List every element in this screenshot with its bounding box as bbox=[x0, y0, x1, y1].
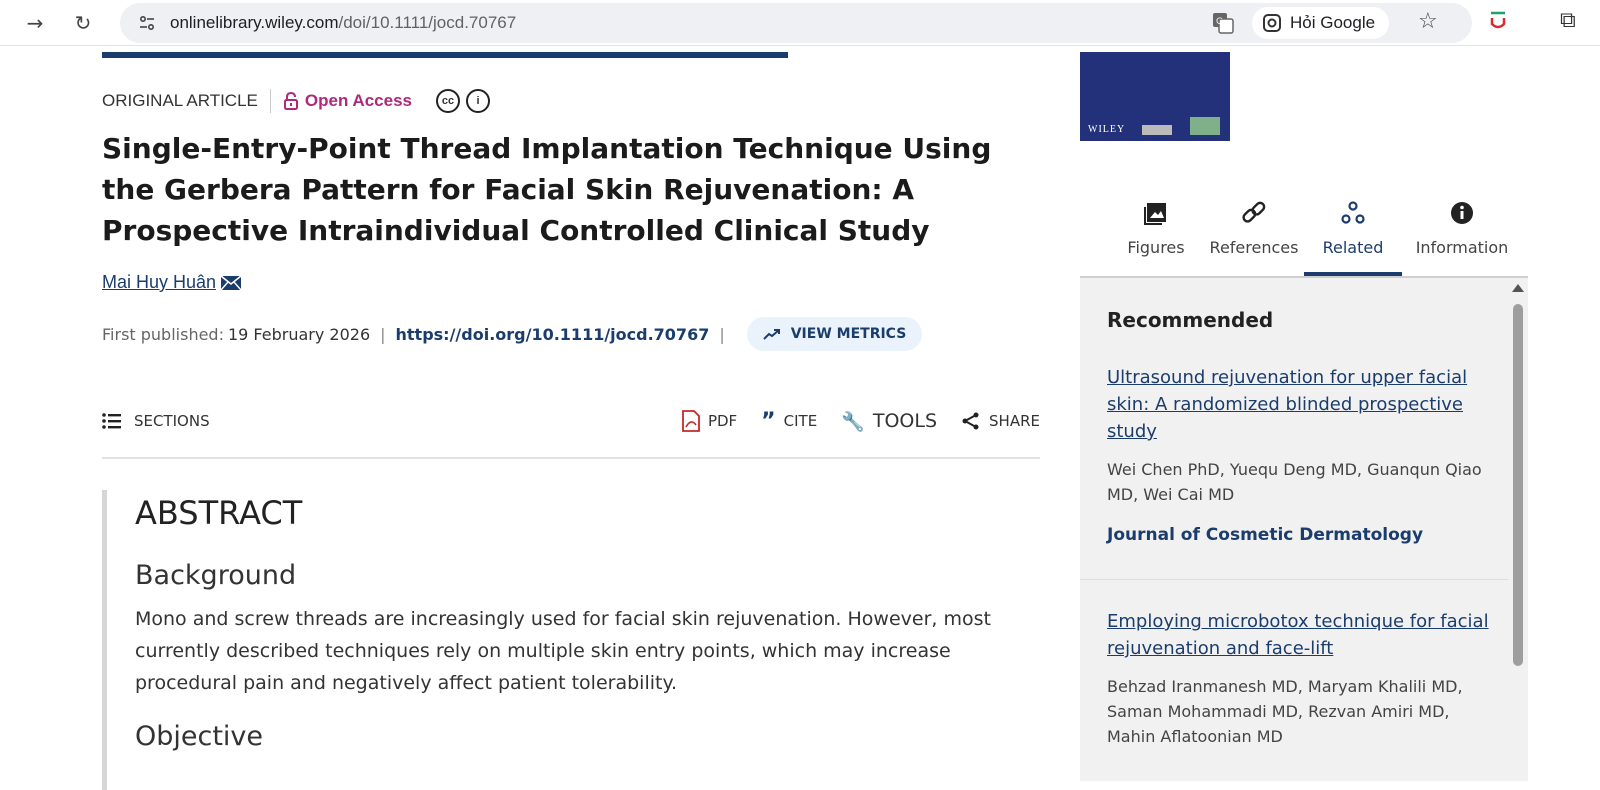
abstract-heading: ABSTRACT bbox=[135, 494, 303, 532]
open-access-badge: Open Access bbox=[283, 91, 412, 111]
extension-icon[interactable] bbox=[1485, 8, 1511, 34]
trending-up-icon bbox=[763, 329, 780, 340]
cover-decoration bbox=[1142, 125, 1172, 135]
url-text[interactable]: onlinelibrary.wiley.com/doi/10.1111/jocd… bbox=[170, 13, 517, 32]
link-icon bbox=[1242, 201, 1266, 223]
author-name[interactable]: Mai Huy Huân bbox=[102, 272, 217, 292]
objective-heading: Objective bbox=[135, 721, 264, 752]
author-link[interactable]: Mai Huy Huân bbox=[102, 272, 242, 293]
recommended-item-journal[interactable]: Journal of Cosmetic Dermatology bbox=[1107, 525, 1424, 545]
list-icon bbox=[102, 413, 121, 429]
view-metrics-label: VIEW METRICS bbox=[790, 326, 907, 342]
tab-references-label: References bbox=[1209, 238, 1299, 257]
open-access-label: Open Access bbox=[304, 91, 412, 110]
sections-label: SECTIONS bbox=[134, 412, 210, 430]
unlock-icon bbox=[283, 92, 298, 110]
reload-icon[interactable]: ↻ bbox=[74, 11, 92, 35]
separator: | bbox=[719, 324, 725, 344]
info-icon bbox=[1451, 202, 1473, 224]
tools-label: TOOLS bbox=[872, 410, 938, 432]
journal-cover-image[interactable]: WILEY bbox=[1080, 52, 1230, 141]
first-published-label: First published: bbox=[102, 324, 224, 344]
publication-info: First published: 19 February 2026 | http… bbox=[102, 317, 923, 351]
recommended-item-title[interactable]: Employing microbotox technique for facia… bbox=[1107, 611, 1489, 659]
extensions-puzzle-icon[interactable]: ⧉ bbox=[1560, 8, 1576, 33]
recommended-heading: Recommended bbox=[1107, 308, 1274, 332]
pdf-label: PDF bbox=[707, 412, 738, 430]
ask-google-button[interactable]: Hỏi Google bbox=[1252, 7, 1390, 39]
recommended-item-authors: Wei Chen PhD, Yuequ Deng MD, Guanqun Qia… bbox=[1107, 460, 1482, 504]
recommended-item: Ultrasound rejuvenation for upper facial… bbox=[1107, 364, 1492, 545]
share-icon bbox=[962, 412, 979, 430]
email-icon[interactable] bbox=[220, 274, 242, 291]
scroll-thumb[interactable] bbox=[1513, 304, 1523, 666]
article-meta-row: ORIGINAL ARTICLE Open Access cc i bbox=[102, 89, 490, 113]
recommended-item: Employing microbotox technique for facia… bbox=[1107, 608, 1492, 749]
separator: | bbox=[380, 324, 386, 344]
image-icon bbox=[1144, 203, 1166, 225]
tab-information-label: Information bbox=[1415, 238, 1509, 257]
publisher-logo: WILEY bbox=[1088, 124, 1126, 135]
recommended-divider bbox=[1080, 579, 1508, 580]
address-bar[interactable]: onlinelibrary.wiley.com/doi/10.1111/jocd… bbox=[120, 3, 1472, 43]
cite-label: CITE bbox=[783, 412, 818, 430]
attribution-icon[interactable]: i bbox=[465, 89, 490, 113]
sidebar-tabs: Figures References Related Information bbox=[1080, 196, 1528, 278]
tab-figures-label: Figures bbox=[1127, 238, 1185, 257]
svg-text:G: G bbox=[1216, 17, 1223, 27]
tab-information[interactable]: Information bbox=[1402, 196, 1522, 276]
journal-banner bbox=[102, 52, 788, 58]
translate-icon[interactable]: G bbox=[1212, 12, 1234, 34]
article-tools: PDF ” CITE 🔧 TOOLS SHARE bbox=[682, 409, 1040, 434]
bookmark-star-icon[interactable]: ☆ bbox=[1418, 9, 1438, 34]
related-icon bbox=[1341, 201, 1365, 224]
background-heading: Background bbox=[135, 560, 297, 591]
pdf-button[interactable]: PDF bbox=[682, 410, 737, 432]
recommended-panel bbox=[1080, 278, 1528, 781]
recommended-item-authors: Behzad Iranmanesh MD, Maryam Khalili MD,… bbox=[1107, 677, 1463, 746]
site-info-icon[interactable] bbox=[134, 10, 160, 36]
view-metrics-button[interactable]: VIEW METRICS bbox=[746, 317, 923, 351]
first-published-date: 19 February 2026 bbox=[227, 324, 371, 344]
ask-google-label: Hỏi Google bbox=[1290, 13, 1376, 32]
tools-button[interactable]: 🔧 TOOLS bbox=[841, 410, 937, 433]
quote-icon: ” bbox=[761, 408, 776, 434]
tab-related[interactable]: Related bbox=[1304, 196, 1402, 276]
panel-scrollbar[interactable] bbox=[1508, 280, 1528, 781]
doi-link[interactable]: https://doi.org/10.1111/jocd.70767 bbox=[395, 324, 710, 344]
section-divider bbox=[102, 457, 1040, 459]
browser-toolbar: → ↻ onlinelibrary.wiley.com/doi/10.1111/… bbox=[0, 0, 1600, 46]
wrench-icon: 🔧 bbox=[841, 410, 865, 433]
lens-icon bbox=[1263, 14, 1281, 32]
forward-icon[interactable]: → bbox=[26, 11, 44, 35]
license-icons[interactable]: cc i bbox=[435, 89, 490, 113]
tab-figures[interactable]: Figures bbox=[1108, 196, 1204, 276]
article-type: ORIGINAL ARTICLE bbox=[102, 91, 258, 110]
cc-icon[interactable]: cc bbox=[435, 89, 460, 113]
recommended-item-title[interactable]: Ultrasound rejuvenation for upper facial… bbox=[1107, 367, 1468, 442]
tab-references[interactable]: References bbox=[1206, 196, 1302, 276]
pdf-icon bbox=[682, 410, 700, 432]
cover-decoration bbox=[1190, 117, 1220, 135]
article-title: Single-Entry-Point Thread Implantation T… bbox=[102, 132, 992, 247]
share-button[interactable]: SHARE bbox=[961, 411, 1040, 431]
divider bbox=[269, 89, 271, 113]
tab-related-label: Related bbox=[1322, 238, 1384, 257]
share-label: SHARE bbox=[989, 412, 1040, 430]
article-toolbar: SECTIONS PDF ” CITE 🔧 TOOLS SHARE bbox=[102, 404, 1040, 438]
scroll-up-arrow[interactable] bbox=[1512, 284, 1524, 292]
cite-button[interactable]: ” CITE bbox=[761, 409, 817, 434]
abstract-section: ABSTRACT Background Mono and screw threa… bbox=[102, 490, 1040, 790]
sections-button[interactable]: SECTIONS bbox=[102, 412, 210, 430]
background-text: Mono and screw threads are increasingly … bbox=[135, 608, 991, 694]
